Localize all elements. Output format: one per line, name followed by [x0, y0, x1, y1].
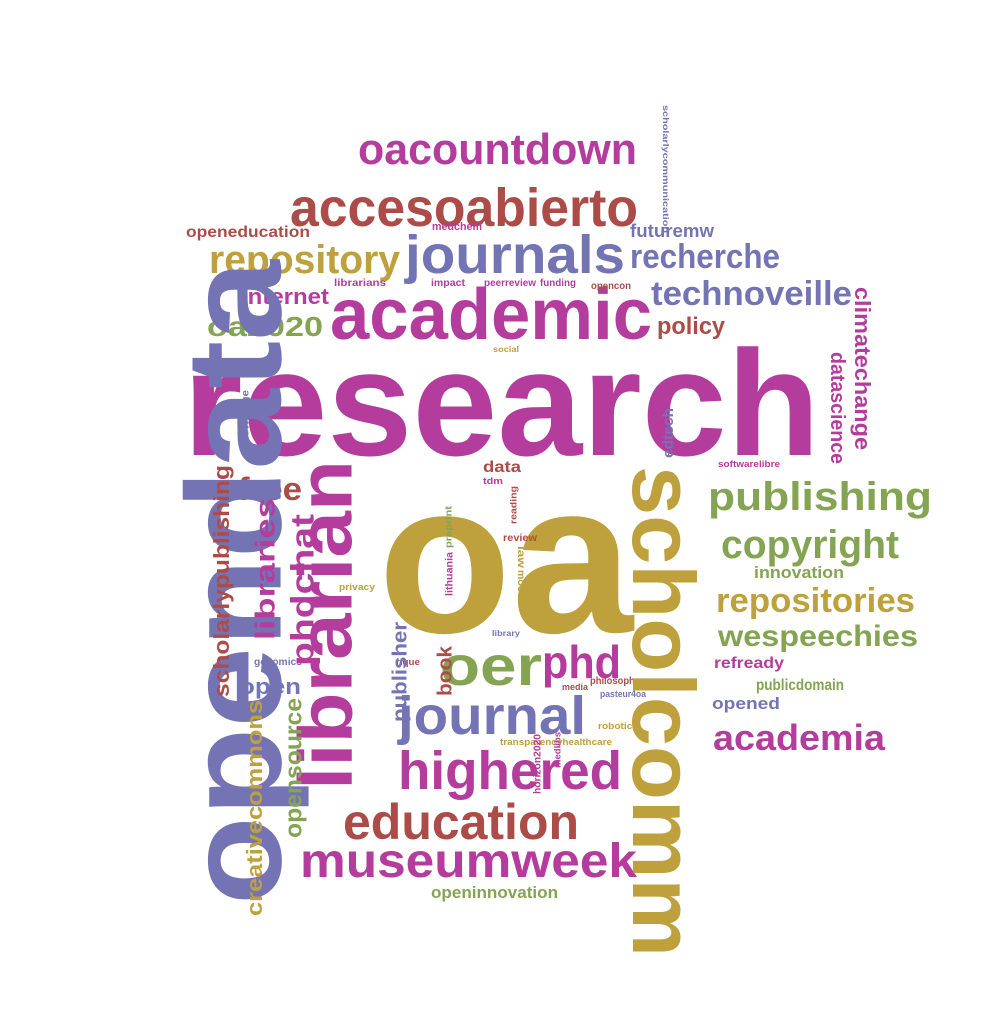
word-edtech: edtech	[660, 408, 677, 458]
word-education: education	[343, 794, 579, 850]
word-oa2020: oa2020	[207, 311, 323, 342]
word-impact: impact	[431, 278, 466, 289]
word-moocs: moocs	[515, 570, 526, 604]
word-datascience: datascience	[826, 352, 848, 464]
word-pasteur4oa: pasteur4oa	[600, 689, 647, 699]
word-oer: oer	[440, 634, 542, 697]
word-academia: academia	[713, 717, 886, 758]
word-law: law	[515, 546, 526, 568]
word-oacountdown: oacountdown	[358, 125, 637, 174]
word-repository: repository	[209, 238, 401, 282]
word-scholcomm: scholcomm	[614, 466, 713, 957]
word-copyright: copyright	[721, 523, 899, 567]
word-oa: oa	[378, 437, 634, 678]
word-research: research	[183, 319, 820, 487]
word-lithuania: lithuania	[444, 552, 455, 596]
word-review: review	[503, 533, 537, 544]
word-opensource: opensource	[281, 698, 308, 838]
word-reading: reading	[509, 486, 519, 524]
word-publicdomain: publicdomain	[756, 677, 844, 694]
word-funding: funding	[540, 278, 576, 289]
word-scholarlycommunication: scholarlycommunication	[661, 105, 670, 233]
word-peerreview: peerreview	[484, 278, 536, 289]
word-innovation: innovation	[754, 563, 844, 582]
word-rique: rique	[396, 657, 420, 667]
word-tdm: tdm	[483, 476, 503, 486]
word-horizon2020: horizon2020	[532, 734, 543, 794]
word-publisher: publisher	[390, 622, 412, 722]
word-academic: academic	[330, 275, 652, 355]
word-climatechange: climatechange	[850, 287, 875, 450]
word-journal: journal	[397, 686, 586, 746]
word-creativecommons: creativecommons	[242, 700, 267, 916]
word-transparencyhealthcare: transparencyhealthcare	[500, 737, 612, 747]
word-preprint: preprint	[444, 506, 454, 548]
word-librarian: librarian	[283, 460, 368, 790]
word-book: book	[435, 645, 457, 696]
word-philosophy: philosophy	[590, 676, 640, 687]
word-wespeechies: wespeechies	[717, 620, 918, 653]
word-policy: policy	[657, 313, 726, 340]
word-technoveille: technoveille	[651, 275, 852, 313]
word-social: social	[493, 345, 519, 354]
word-genomics: genomics	[254, 657, 302, 668]
word-privacy: privacy	[339, 582, 375, 592]
word-accesoabierto: accesoabierto	[290, 178, 638, 238]
word-museumweek: museumweek	[300, 835, 637, 888]
word-medchem: medchem	[432, 221, 482, 233]
word-free: free	[238, 471, 302, 507]
word-softwarelibre: softwarelibre	[718, 459, 780, 469]
word-publishing: publishing	[708, 475, 932, 519]
word-opened: opened	[712, 694, 780, 713]
word-refready: refready	[714, 655, 784, 672]
word-robotics: robotics	[598, 721, 638, 731]
word-librarians: librarians	[334, 278, 386, 289]
word-repositories: repositories	[716, 582, 915, 620]
word-phd: phd	[542, 636, 621, 688]
word-opencon: opencon	[591, 281, 631, 292]
word-library: library	[492, 629, 521, 638]
word-knowledge: knowledge	[240, 390, 251, 450]
word-openinnovation: openinnovation	[431, 883, 558, 902]
word-open: open	[239, 674, 301, 699]
word-scholarlypublishing: scholarlypublishing	[209, 465, 234, 697]
word-libraries: libraries	[249, 498, 280, 640]
word-recherche: recherche	[630, 238, 780, 276]
word-openeducation: openeducation	[186, 224, 310, 241]
word-medlibs: medlibs	[553, 732, 563, 768]
word-futuremw: futuremw	[630, 221, 715, 241]
word-journals: journals	[404, 225, 625, 285]
word-highered: highered	[398, 741, 622, 801]
word-internet: internet	[241, 284, 330, 309]
word-data: data	[483, 459, 521, 476]
word-opendata: opendata	[159, 259, 310, 905]
word-media: media	[562, 682, 589, 692]
word-phdchat: phdchat	[284, 514, 320, 666]
